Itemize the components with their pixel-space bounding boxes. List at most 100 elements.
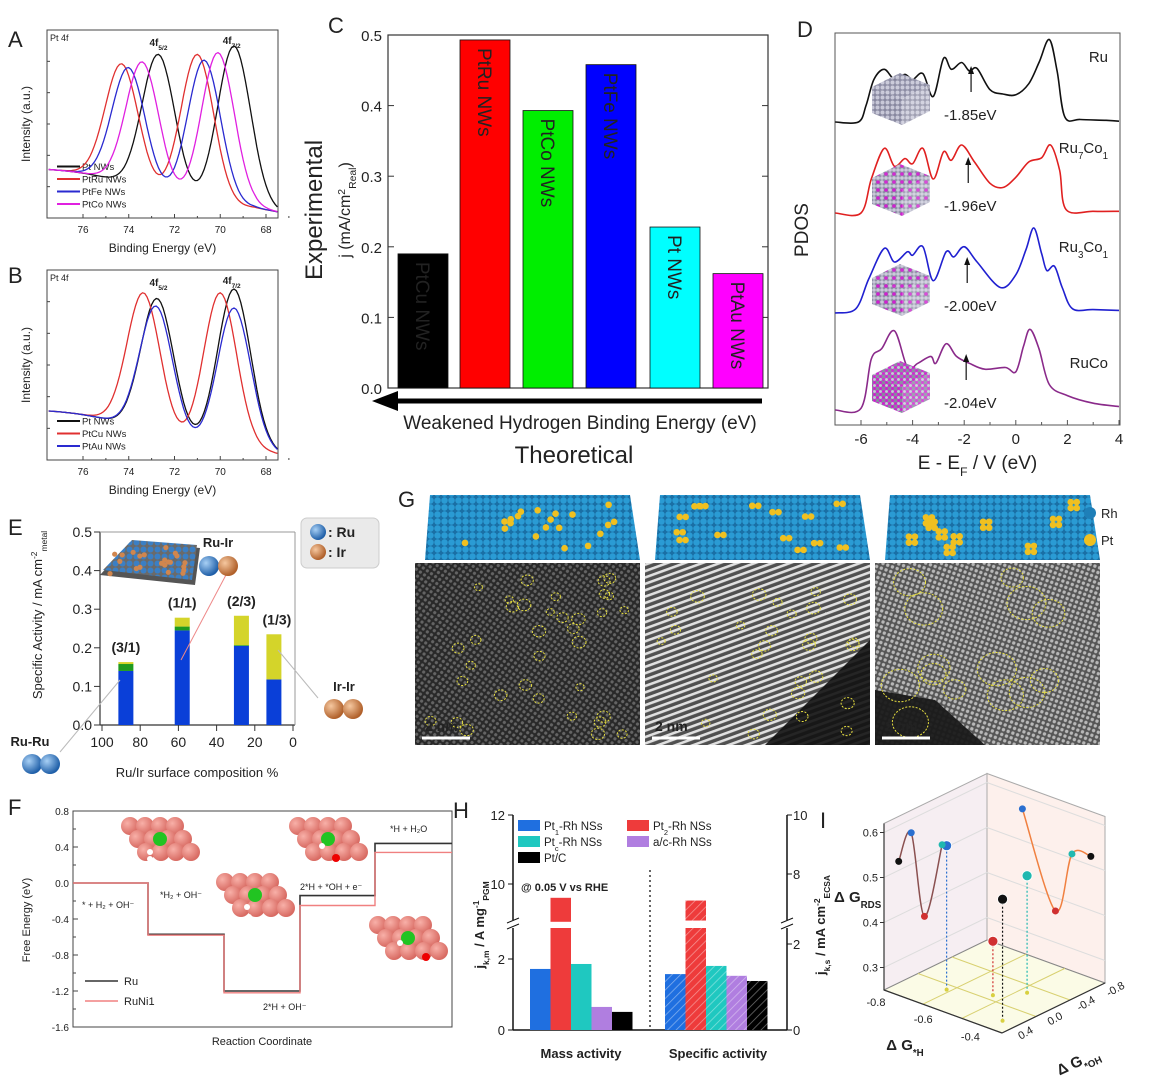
y-axis-label-line2: j (mA/cm2Real) [337, 162, 359, 259]
legend-swatch [518, 820, 540, 831]
legend-label-part: 2 [664, 828, 668, 837]
y-tick-label: 0.0 [361, 381, 382, 398]
bar-pt-nws [649, 226, 701, 389]
data-point [1021, 870, 1033, 882]
pt-cluster-marker [424, 715, 437, 727]
adsorption-model-image [216, 873, 295, 920]
axis-break-icon [780, 917, 794, 924]
x-tick-label: 80 [132, 734, 148, 750]
pt-atom [800, 546, 807, 554]
metal-atom [277, 899, 295, 917]
pt-atom [833, 500, 840, 508]
pt-atom [461, 539, 469, 547]
bar-label: PtRu NWs [473, 48, 494, 137]
arrow-label: Weakened Hydrogen Binding Energy (eV) [403, 413, 756, 434]
axis-break-icon [506, 923, 520, 930]
legend-label-part: -Rh NSs [668, 821, 712, 833]
left-wall-point [895, 857, 903, 865]
z-tick-label: 0.6 [863, 828, 878, 840]
metal-atom [167, 843, 185, 861]
pt-cluster-marker [804, 632, 818, 645]
potential-annotation: @ 0.05 V vs RHE [521, 882, 608, 894]
pt-atom [950, 533, 958, 540]
pt-atom [532, 533, 540, 540]
y-tick-label-right: 2 [793, 937, 800, 952]
legend-label: Pt NWs [82, 417, 114, 428]
y-axis-label-left-part: / A mg [472, 908, 487, 950]
ru-atom-icon [40, 754, 60, 774]
pt-cluster-marker [700, 718, 711, 727]
rh-surface-model [885, 495, 1100, 560]
cube-right-face [902, 176, 930, 216]
pt-atom [597, 530, 604, 538]
bar-hatch [726, 975, 747, 1030]
pt-cluster-marker [598, 589, 611, 599]
legend-label: Pt/C [544, 853, 566, 865]
pt-atom [584, 542, 592, 550]
y-axis-label-right-part: / mA cm [813, 906, 828, 960]
pt-cluster-marker [904, 592, 944, 626]
pt-cluster-marker [465, 660, 476, 670]
series-line-ptau-nws [48, 305, 278, 450]
vacuum-region [765, 640, 870, 745]
metal-atom [152, 843, 170, 861]
pt-cluster-marker [516, 598, 532, 612]
metal-atom [262, 899, 280, 917]
pt-cluster-marker [473, 583, 483, 592]
pt-atom [785, 534, 793, 542]
floor-grid-line [961, 967, 1066, 1019]
pt-cluster-marker [920, 663, 947, 686]
pt-atom [779, 534, 787, 542]
right-wall-projection-curve [1021, 808, 1092, 912]
pt-atom [979, 518, 987, 526]
ir-atom-icon [218, 556, 238, 576]
pt-atom [1049, 515, 1057, 523]
y-axis-label-part: -2 [29, 551, 39, 559]
bar-hatch [685, 928, 706, 1030]
category-label: Specific activity [669, 1046, 768, 1061]
z-axis-label-part: Δ G [834, 889, 861, 906]
y-tick-label-left: 10 [491, 877, 505, 892]
pt-atom [555, 524, 563, 532]
x-axis-label: Binding Energy (eV) [109, 483, 216, 497]
panel-label-b: B [8, 263, 23, 288]
bar-hatch [747, 980, 768, 1030]
pt-atom [941, 528, 949, 535]
z-tick-label: 0.5 [863, 873, 878, 885]
pt-atom [985, 524, 993, 532]
y-axis-label-part: *OH [1083, 1054, 1104, 1072]
x-axis-label: Theoretical [515, 442, 634, 469]
peak-label-4f5-2-part: 4f [150, 278, 160, 289]
pt-cluster-marker [603, 572, 617, 584]
pt-cluster-marker [843, 593, 857, 606]
panel-label-d: D [797, 17, 813, 42]
panel-f-energy-diagram: 0.8 0.4 0.0 -0.4 -0.8 -1.2 -1.6 Reaction Coordi… [21, 807, 453, 1048]
x-tick-label: 2 [1063, 431, 1071, 448]
metal-atom [289, 817, 307, 835]
h-atom [330, 861, 336, 867]
series-label-part: Co [1083, 140, 1102, 157]
lattice-image [415, 563, 640, 745]
x-tick-label: 60 [171, 734, 187, 750]
pt-atom [534, 506, 541, 514]
pt-atom [714, 531, 721, 539]
y-tick-label: -0.4 [52, 915, 70, 926]
panel-label-h: H [453, 798, 469, 823]
ir-atom [119, 552, 125, 558]
metal-atom [400, 942, 418, 960]
panel-i-3d-scatter: 0.3 0.4 0.5 0.6 -0.8 -0.6 -0.4 0.4 0.0 -0.4 -0.8 Δ … [834, 772, 1127, 1079]
core-level-label: Pt 4f [50, 33, 69, 43]
state-label: *H₂ + OH⁻ [160, 890, 202, 900]
ir-atom [162, 557, 168, 563]
pt-atom [1030, 548, 1038, 556]
x-tick-label: -0.4 [961, 1031, 980, 1043]
pt-atom [801, 513, 809, 520]
pt-atom [943, 543, 950, 551]
pt-atom [547, 516, 554, 523]
y-tick-label: 0.2 [361, 240, 382, 257]
arrow-head-icon [963, 354, 970, 362]
floor-point [990, 993, 995, 998]
series-label: Ru7Co1 [1059, 140, 1108, 162]
y-tick-label: -1.6 [52, 1023, 70, 1034]
pt-cluster-marker [794, 676, 807, 687]
